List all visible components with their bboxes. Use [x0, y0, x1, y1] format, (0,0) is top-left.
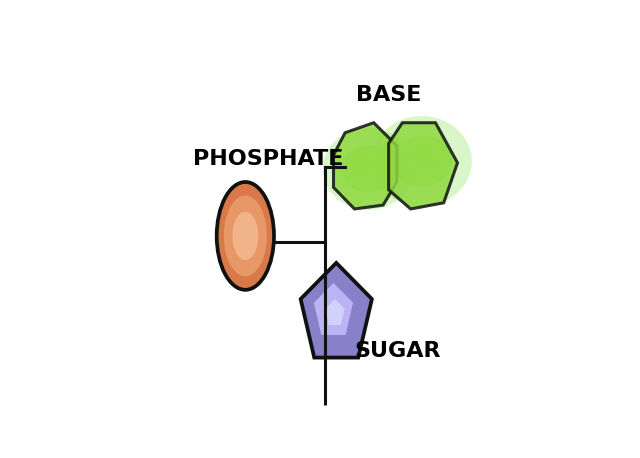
Text: SUGAR: SUGAR: [355, 341, 441, 361]
Ellipse shape: [323, 128, 413, 210]
Ellipse shape: [351, 154, 378, 176]
Text: PHOSPHATE: PHOSPHATE: [193, 149, 344, 169]
Ellipse shape: [372, 116, 472, 207]
Ellipse shape: [224, 196, 267, 276]
Polygon shape: [314, 283, 353, 335]
Polygon shape: [333, 123, 397, 209]
Text: BASE: BASE: [356, 85, 421, 105]
Ellipse shape: [232, 212, 258, 260]
Ellipse shape: [217, 182, 274, 290]
Polygon shape: [325, 299, 345, 325]
Polygon shape: [388, 123, 458, 209]
Ellipse shape: [341, 146, 396, 192]
Polygon shape: [301, 263, 372, 358]
Ellipse shape: [391, 136, 452, 187]
Ellipse shape: [411, 146, 440, 169]
